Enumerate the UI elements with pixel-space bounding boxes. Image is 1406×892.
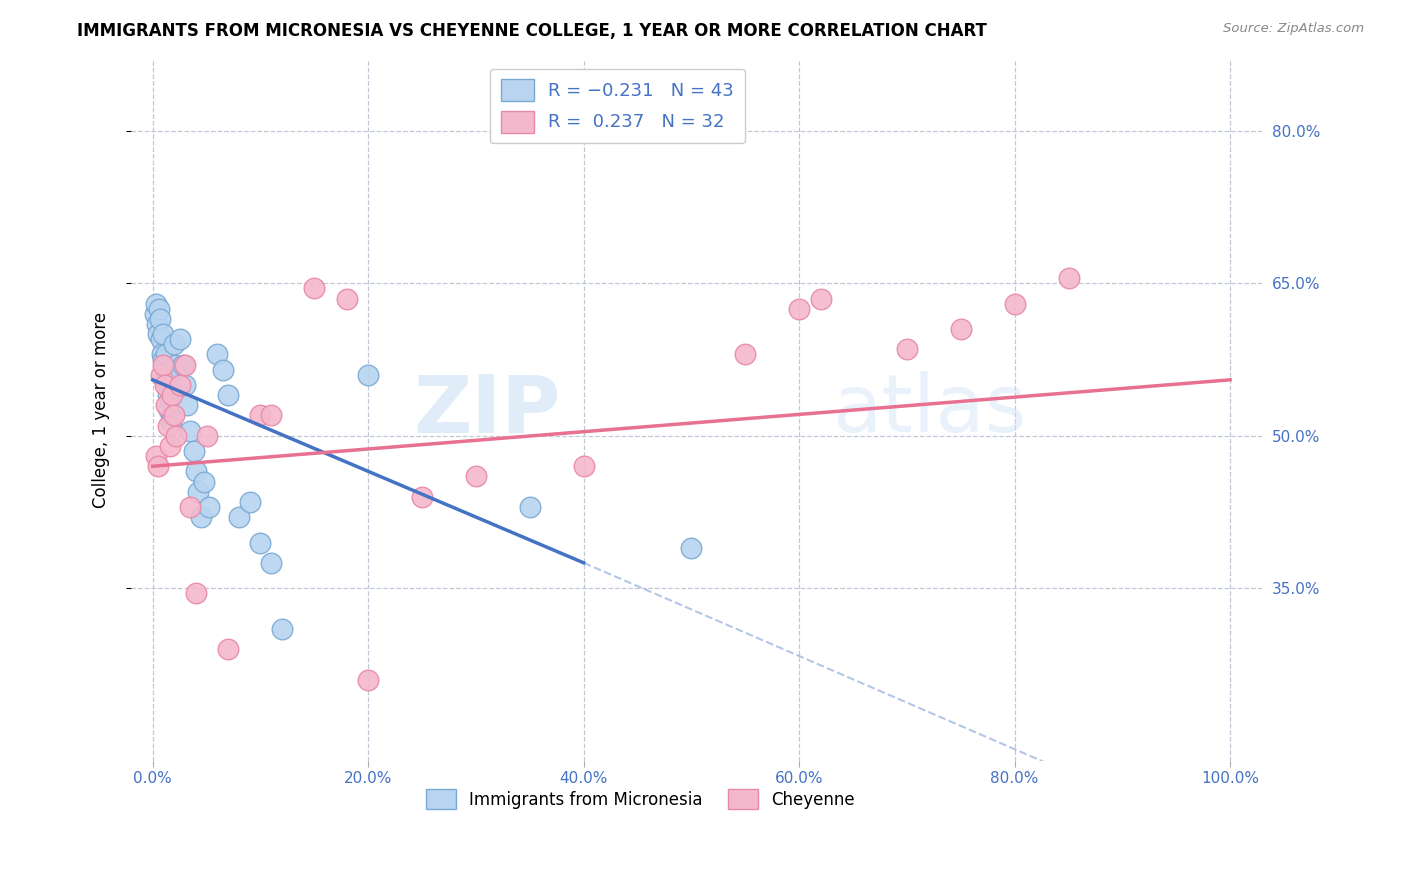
Point: [195, 429, 218, 443]
Point: [159, 439, 181, 453]
Text: IMMIGRANTS FROM MICRONESIA VS CHEYENNE COLLEGE, 1 YEAR OR MORE CORRELATION CHART: IMMIGRANTS FROM MICRONESIA VS CHEYENNE C…: [77, 22, 987, 40]
Point: [519, 500, 541, 514]
Point: [249, 535, 271, 549]
Point: [304, 281, 326, 295]
Point: [271, 622, 294, 636]
Point: [187, 484, 209, 499]
Point: [949, 322, 972, 336]
Point: [681, 541, 703, 555]
Point: [172, 358, 194, 372]
Point: [193, 475, 215, 489]
Point: [183, 444, 205, 458]
Point: [157, 403, 180, 417]
Point: [260, 556, 283, 570]
Point: [165, 358, 187, 372]
Point: [145, 296, 167, 310]
Point: [411, 490, 433, 504]
Point: [572, 459, 595, 474]
Point: [150, 332, 173, 346]
Point: [260, 409, 283, 423]
Point: [145, 449, 167, 463]
Point: [190, 510, 212, 524]
Point: [156, 418, 179, 433]
Point: [211, 362, 233, 376]
Point: [159, 393, 181, 408]
Point: [207, 347, 229, 361]
Point: [810, 292, 832, 306]
Point: [179, 500, 201, 514]
Point: [184, 586, 207, 600]
Point: [896, 343, 918, 357]
Point: [146, 459, 169, 474]
Point: [153, 373, 176, 387]
Point: [155, 398, 177, 412]
Point: [163, 337, 186, 351]
Point: [160, 409, 183, 423]
Point: [184, 464, 207, 478]
Point: [163, 409, 186, 423]
Point: [155, 347, 177, 361]
Point: [152, 327, 174, 342]
Point: [357, 673, 380, 687]
Point: [174, 378, 197, 392]
Point: [169, 332, 191, 346]
Point: [1004, 296, 1026, 310]
Point: [197, 500, 219, 514]
Point: [357, 368, 380, 382]
Y-axis label: College, 1 year or more: College, 1 year or more: [93, 312, 110, 508]
Point: [152, 358, 174, 372]
Point: [156, 368, 179, 382]
Text: Source: ZipAtlas.com: Source: ZipAtlas.com: [1223, 22, 1364, 36]
Point: [734, 347, 756, 361]
Point: [249, 409, 271, 423]
Point: [153, 378, 176, 392]
Point: [169, 378, 191, 392]
Point: [465, 469, 488, 483]
Point: [148, 301, 170, 316]
Point: [179, 424, 201, 438]
Point: [336, 292, 359, 306]
Point: [165, 429, 187, 443]
Point: [150, 368, 173, 382]
Point: [160, 388, 183, 402]
Point: [156, 388, 179, 402]
Point: [146, 317, 169, 331]
Point: [228, 510, 250, 524]
Text: ZIP: ZIP: [413, 371, 561, 450]
Point: [143, 307, 166, 321]
Point: [152, 352, 174, 367]
Point: [176, 398, 198, 412]
Point: [239, 495, 262, 509]
Point: [165, 368, 187, 382]
Point: [217, 642, 239, 657]
Point: [217, 388, 239, 402]
Legend: Immigrants from Micronesia, Cheyenne: Immigrants from Micronesia, Cheyenne: [419, 782, 862, 816]
Point: [149, 311, 172, 326]
Text: atlas: atlas: [832, 371, 1026, 450]
Point: [146, 327, 169, 342]
Point: [787, 301, 810, 316]
Point: [174, 358, 197, 372]
Point: [152, 347, 174, 361]
Point: [1057, 271, 1080, 285]
Point: [160, 413, 183, 427]
